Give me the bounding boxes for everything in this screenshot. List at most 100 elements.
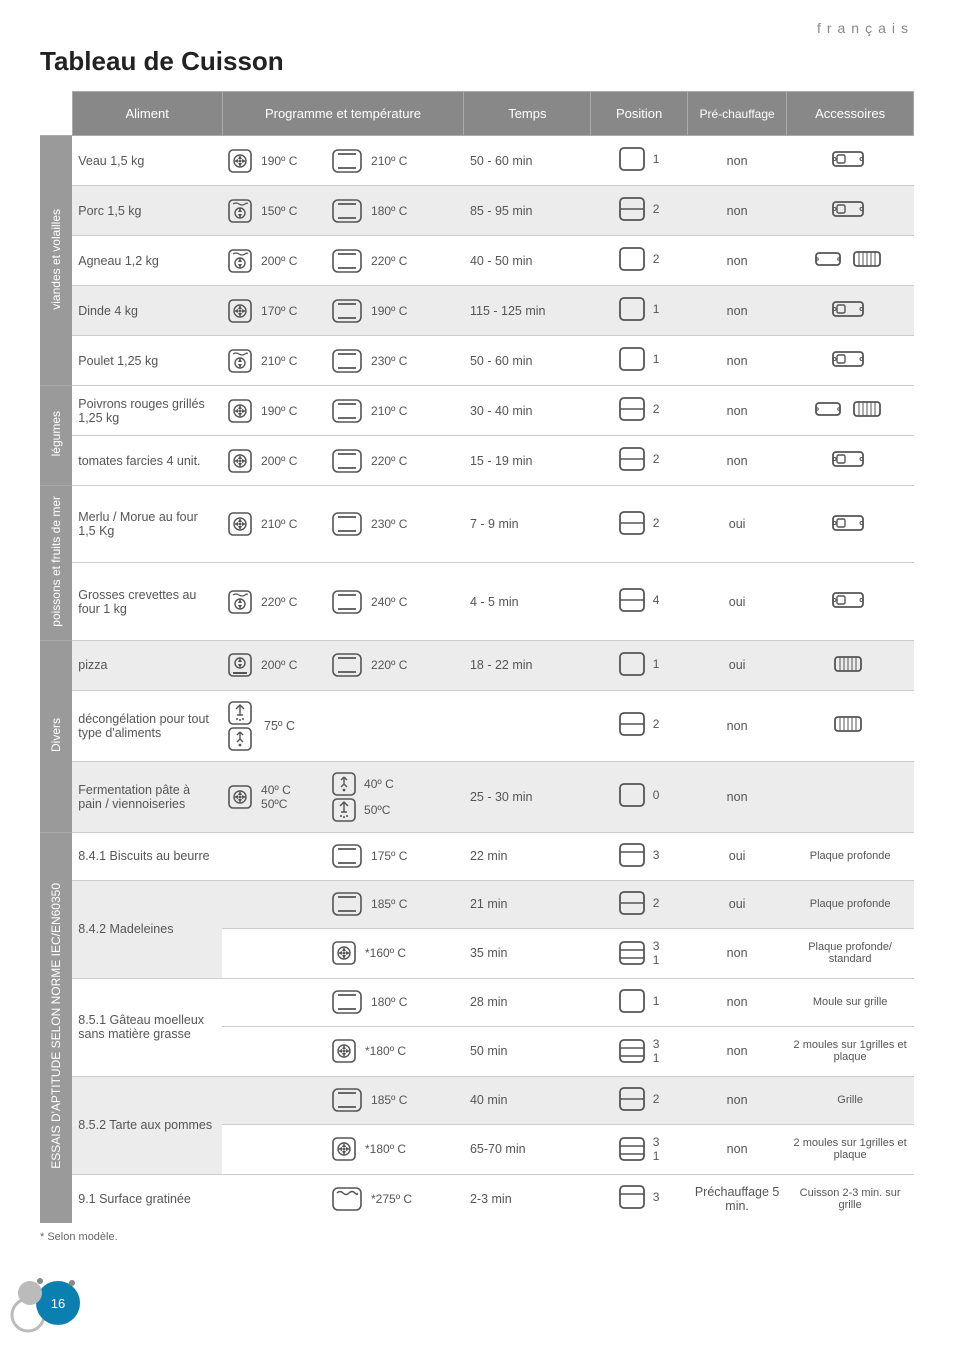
preheat-cell: non [687, 978, 786, 1026]
time-cell [464, 690, 591, 761]
preheat-cell: oui [687, 880, 786, 928]
program-cell: 210º C230º C [222, 486, 464, 563]
preheat-cell: non [687, 186, 786, 236]
food-cell: Merlu / Morue au four 1,5 Kg [72, 486, 222, 563]
position-cell: 1 [591, 978, 688, 1026]
program-cell: 190º C210º C [222, 386, 464, 436]
accessory-cell: 2 moules sur 1grilles et plaque [787, 1026, 914, 1076]
food-cell: Veau 1,5 kg [72, 136, 222, 186]
time-cell: 50 - 60 min [464, 136, 591, 186]
food-cell: tomates farcies 4 unit. [72, 436, 222, 486]
position-cell: 4 [591, 563, 688, 640]
category-label: poissons et fruits de mer [40, 486, 72, 641]
program-cell: 190º C210º C [222, 136, 464, 186]
preheat-cell: non [687, 1076, 786, 1124]
food-cell: Porc 1,5 kg [72, 186, 222, 236]
position-cell: 31 [591, 1124, 688, 1174]
position-cell: 2 [591, 880, 688, 928]
accessory-cell [787, 486, 914, 563]
accessory-cell: Grille [787, 1076, 914, 1124]
accessory-cell: Cuisson 2-3 min. sur grille [787, 1174, 914, 1223]
time-cell: 85 - 95 min [464, 186, 591, 236]
col-preheat: Pré-chauffage [687, 92, 786, 136]
preheat-cell: Préchauffage 5 min. [687, 1174, 786, 1223]
position-cell: 31 [591, 928, 688, 978]
accessory-cell [787, 436, 914, 486]
food-cell: Agneau 1,2 kg [72, 236, 222, 286]
program-cell: 185º C [222, 880, 464, 928]
table-row: viandes et volaillesVeau 1,5 kg190º C210… [40, 136, 914, 186]
table-row: tomates farcies 4 unit.200º C220º C15 - … [40, 436, 914, 486]
preheat-cell: non [687, 928, 786, 978]
food-cell: 8.5.1 Gâteau moelleux sans matière grass… [72, 978, 222, 1076]
program-cell: 75º C [222, 690, 464, 761]
position-cell: 3 [591, 1174, 688, 1223]
time-cell: 115 - 125 min [464, 286, 591, 336]
accessory-cell [787, 236, 914, 286]
food-cell: Grosses crevettes au four 1 kg [72, 563, 222, 640]
table-row: 9.1 Surface gratinée*275º C2-3 min3Préch… [40, 1174, 914, 1223]
program-cell: 200º C220º C [222, 236, 464, 286]
page-badge: 16 [40, 1273, 914, 1333]
position-cell: 1 [591, 640, 688, 690]
preheat-cell: non [687, 761, 786, 832]
accessory-cell: Plaque profonde/ standard [787, 928, 914, 978]
accessory-cell: Plaque profonde [787, 832, 914, 880]
time-cell: 2-3 min [464, 1174, 591, 1223]
preheat-cell: oui [687, 563, 786, 640]
position-cell: 2 [591, 1076, 688, 1124]
language-label: français [40, 20, 914, 36]
table-row: poissons et fruits de merMerlu / Morue a… [40, 486, 914, 563]
table-row: Agneau 1,2 kg200º C220º C40 - 50 min2non [40, 236, 914, 286]
program-cell: 200º C220º C [222, 640, 464, 690]
accessory-cell [787, 690, 914, 761]
category-label: légumes [40, 386, 72, 486]
time-cell: 28 min [464, 978, 591, 1026]
preheat-cell: non [687, 386, 786, 436]
program-cell: *180º C [222, 1026, 464, 1076]
accessory-cell: Moule sur grille [787, 978, 914, 1026]
accessory-cell: 2 moules sur 1grilles et plaque [787, 1124, 914, 1174]
time-cell: 25 - 30 min [464, 761, 591, 832]
position-cell: 0 [591, 761, 688, 832]
accessory-cell [787, 186, 914, 236]
food-cell: 8.5.2 Tarte aux pommes [72, 1076, 222, 1174]
preheat-cell: oui [687, 832, 786, 880]
accessory-cell [787, 386, 914, 436]
preheat-cell: non [687, 436, 786, 486]
position-cell: 2 [591, 690, 688, 761]
accessory-cell [787, 761, 914, 832]
table-row: ESSAIS D'APTITUDE SELON NORME IEC/EN6035… [40, 832, 914, 880]
time-cell: 21 min [464, 880, 591, 928]
program-cell: 150º C180º C [222, 186, 464, 236]
time-cell: 40 - 50 min [464, 236, 591, 286]
food-cell: Fermentation pâte à pain / viennoiseries [72, 761, 222, 832]
table-row: Dinde 4 kg170º C190º C115 - 125 min1non [40, 286, 914, 336]
table-row: Poulet 1,25 kg210º C230º C50 - 60 min1no… [40, 336, 914, 386]
page-title: Tableau de Cuisson [40, 46, 914, 77]
category-label: viandes et volailles [40, 136, 72, 386]
col-program: Programme et température [222, 92, 464, 136]
program-cell: 185º C [222, 1076, 464, 1124]
food-cell: 8.4.1 Biscuits au beurre [72, 832, 222, 880]
time-cell: 15 - 19 min [464, 436, 591, 486]
time-cell: 7 - 9 min [464, 486, 591, 563]
preheat-cell: oui [687, 486, 786, 563]
cooking-table: Aliment Programme et température Temps P… [40, 91, 914, 1223]
accessory-cell [787, 286, 914, 336]
category-label: ESSAIS D'APTITUDE SELON NORME IEC/EN6035… [40, 832, 72, 1223]
program-cell: 40º C50ºC 40º C 50ºC [222, 761, 464, 832]
food-cell: pizza [72, 640, 222, 690]
program-cell: 210º C230º C [222, 336, 464, 386]
position-cell: 2 [591, 186, 688, 236]
table-row: 8.5.1 Gâteau moelleux sans matière grass… [40, 978, 914, 1026]
position-cell: 2 [591, 386, 688, 436]
table-row: 8.4.2 Madeleines185º C21 min2ouiPlaque p… [40, 880, 914, 928]
preheat-cell: oui [687, 640, 786, 690]
table-row: légumesPoivrons rouges grillés 1,25 kg19… [40, 386, 914, 436]
position-cell: 1 [591, 136, 688, 186]
table-row: Diverspizza200º C220º C18 - 22 min1oui [40, 640, 914, 690]
position-cell: 1 [591, 336, 688, 386]
time-cell: 65-70 min [464, 1124, 591, 1174]
position-cell: 3 [591, 832, 688, 880]
